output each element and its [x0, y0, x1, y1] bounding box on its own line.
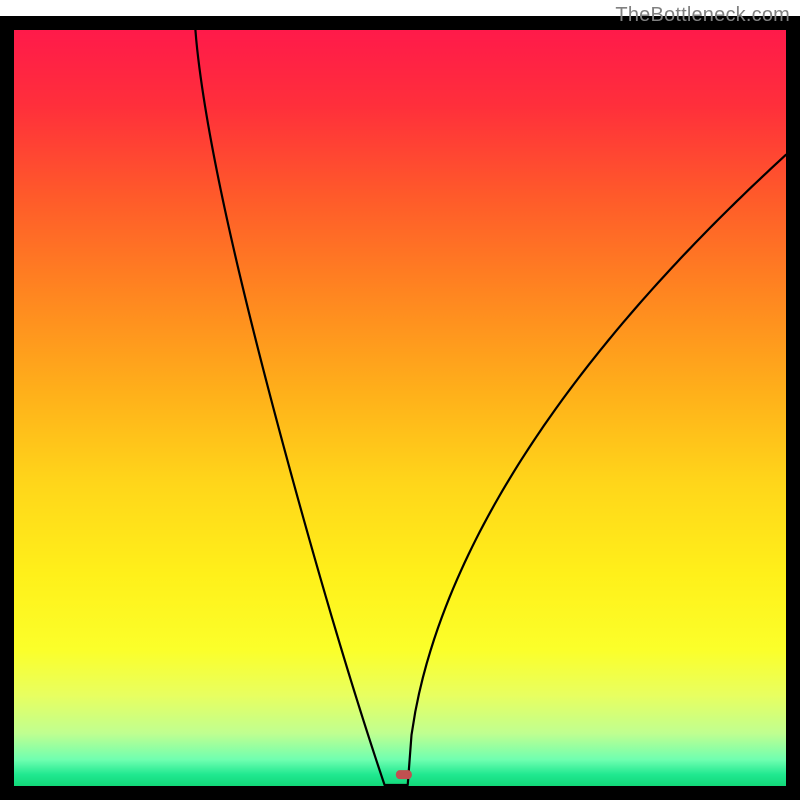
bottleneck-chart: [0, 0, 800, 800]
optimal-point-marker: [396, 770, 412, 779]
watermark-text: TheBottleneck.com: [615, 4, 790, 27]
gradient-background: [14, 30, 786, 786]
chart-container: TheBottleneck.com: [0, 0, 800, 800]
